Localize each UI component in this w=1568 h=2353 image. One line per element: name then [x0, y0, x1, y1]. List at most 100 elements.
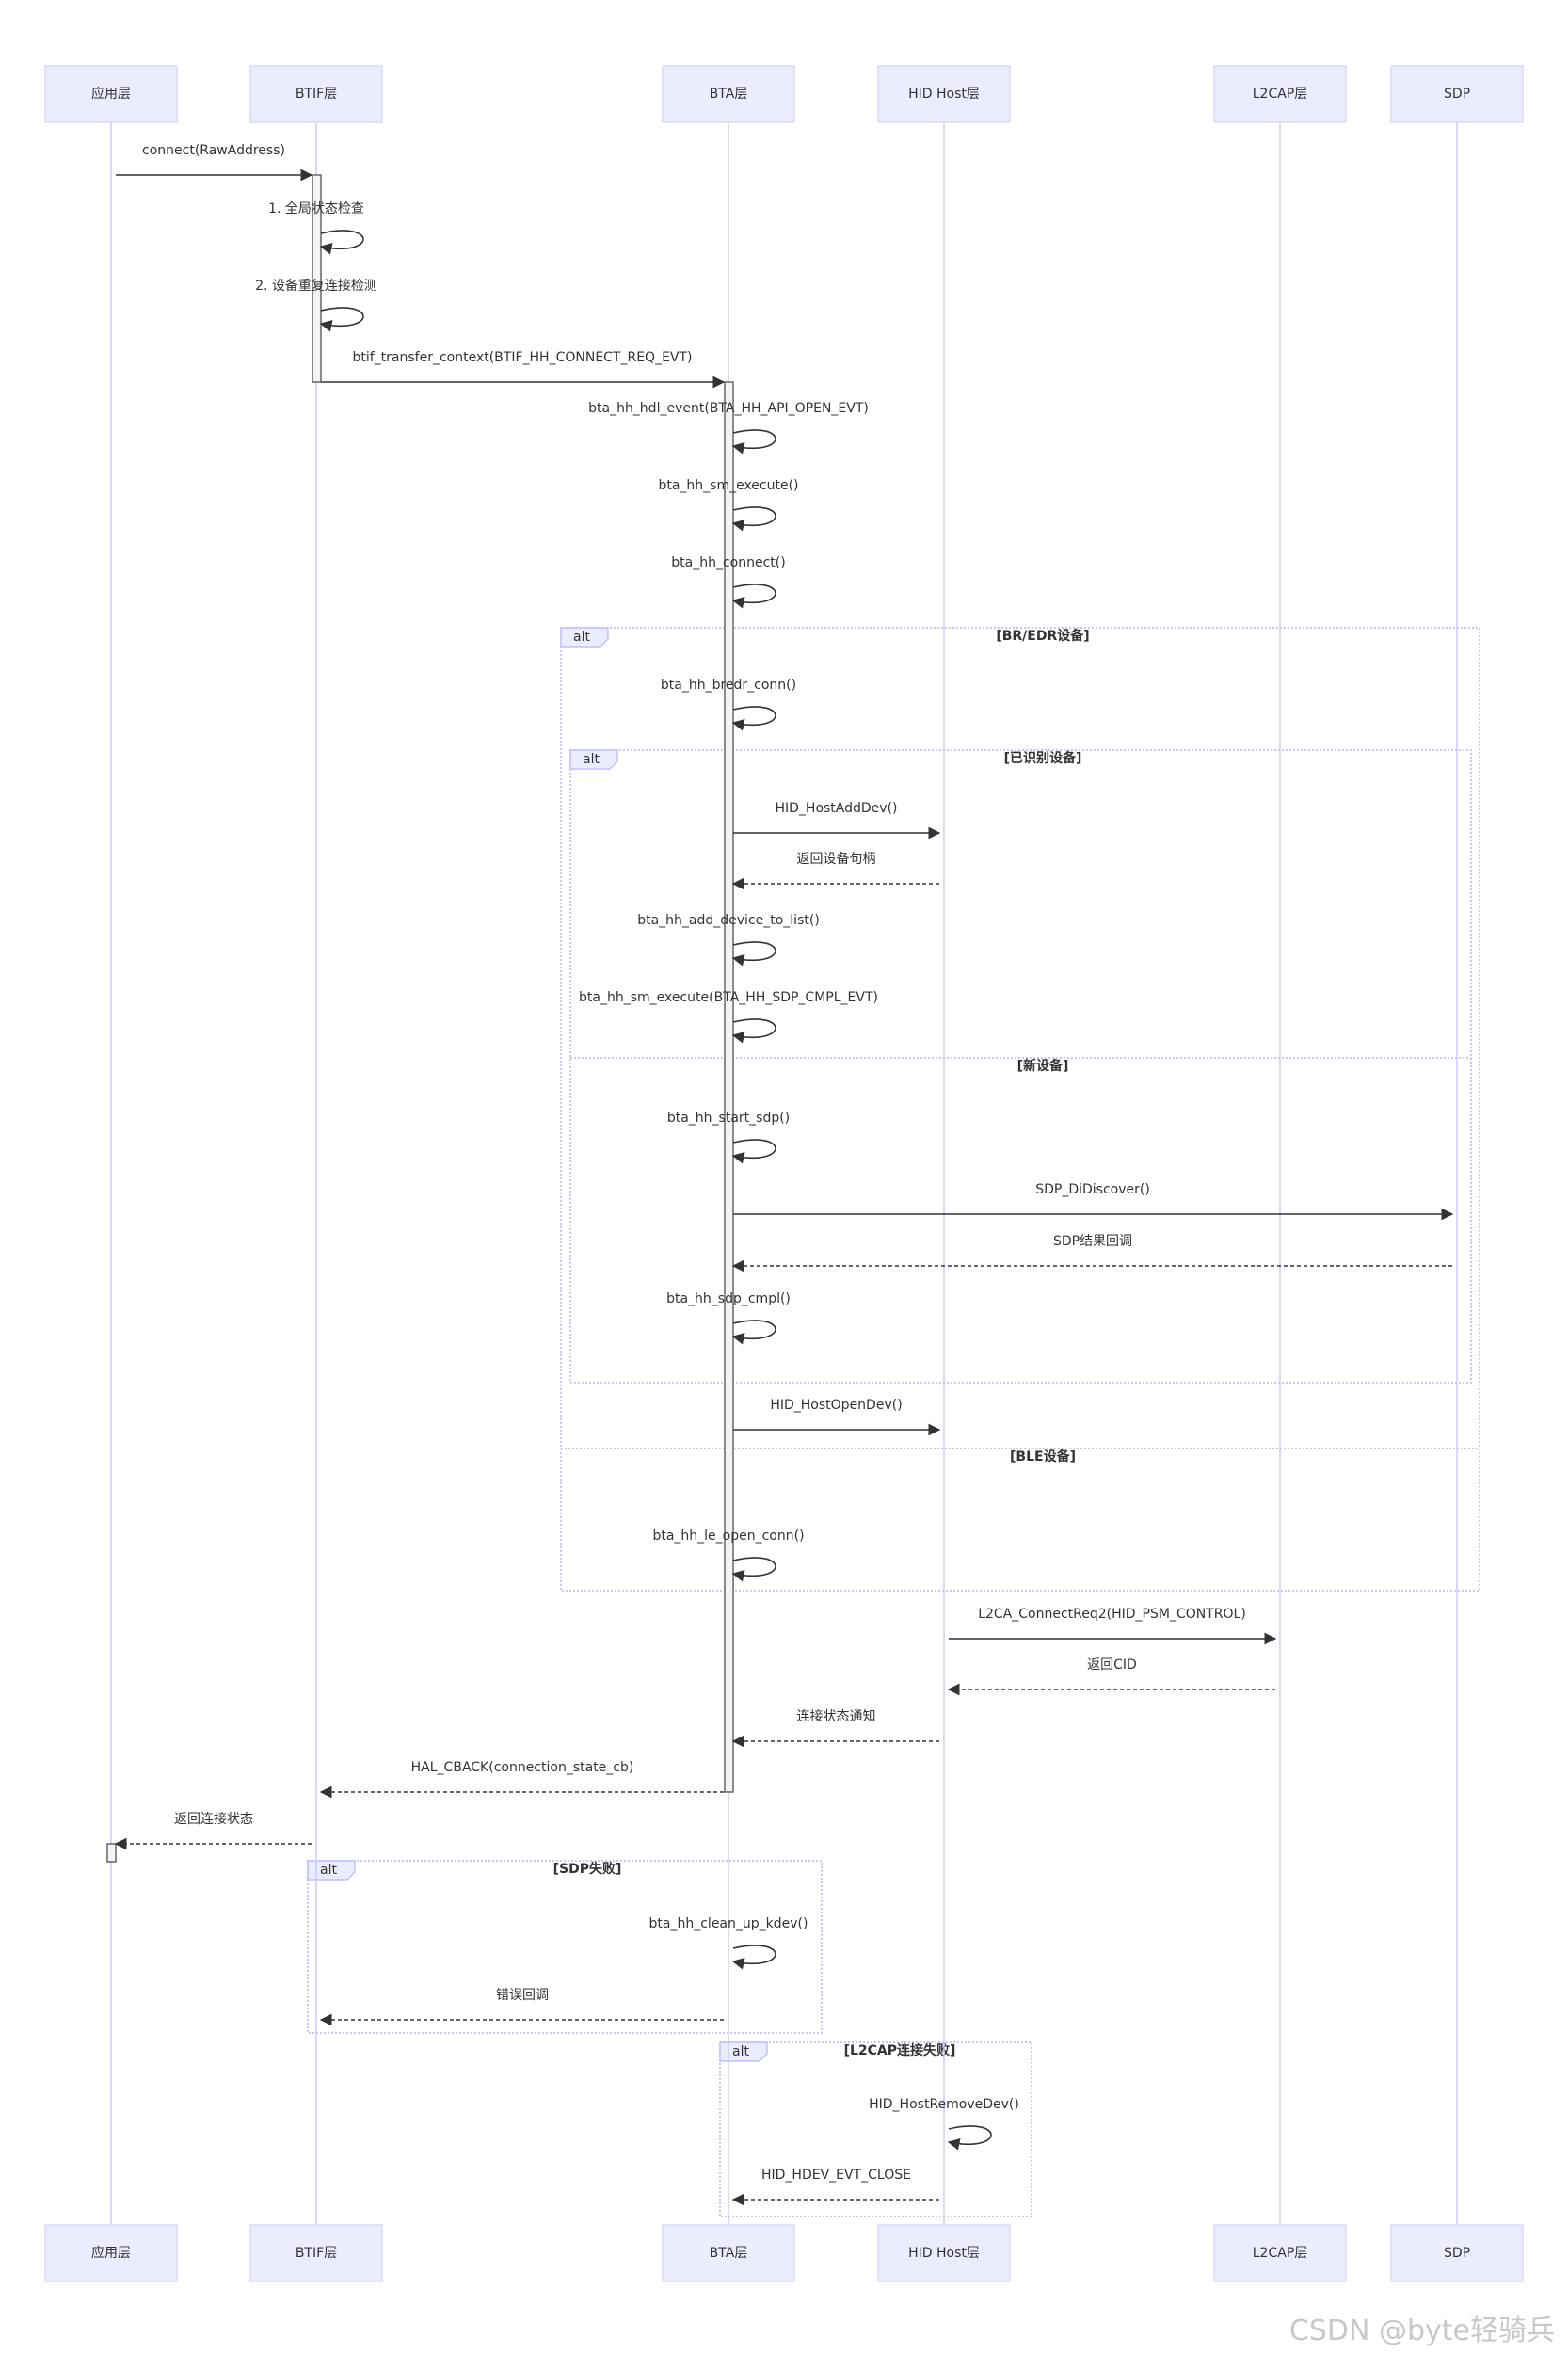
self-call-arrow	[731, 429, 776, 455]
message-20: 返回CID	[947, 1657, 1275, 1696]
self-call-arrow	[731, 941, 776, 967]
participant-box-l2cap-bottom	[1213, 2224, 1347, 2282]
message-22: HAL_CBACK(connection_state_cb)	[319, 1760, 724, 1799]
message-7: bta_hh_connect()	[671, 555, 786, 609]
message-label: bta_hh_sdp_cmpl()	[666, 1291, 791, 1306]
self-call-arrow	[731, 1139, 776, 1164]
alt-frame-border	[307, 1860, 823, 2034]
self-call-arrow	[319, 307, 364, 332]
message-13: bta_hh_start_sdp()	[667, 1111, 790, 1164]
participant-label-l2cap-top: L2CAP层	[1253, 87, 1308, 102]
participant-label-hid-top: HID Host层	[908, 87, 980, 102]
alt-frame-border	[560, 627, 1480, 1592]
message-label: bta_hh_sm_execute(BTA_HH_SDP_CMPL_EVT)	[579, 990, 878, 1005]
message-label: HID_HostAddDev()	[775, 801, 897, 816]
alt-condition: [新设备]	[1017, 1058, 1069, 1074]
message-12: bta_hh_sm_execute(BTA_HH_SDP_CMPL_EVT)	[579, 990, 878, 1044]
message-5: bta_hh_hdl_event(BTA_HH_API_OPEN_EVT)	[588, 401, 869, 455]
message-24: bta_hh_clean_up_kdev()	[649, 1916, 808, 1970]
message-1: connect(RawAddress)	[116, 143, 313, 182]
message-label: 返回设备句柄	[797, 851, 876, 867]
self-call-arrow	[731, 1018, 776, 1044]
alt-type-label: alt	[320, 1863, 337, 1878]
alt-tag	[560, 627, 609, 648]
message-label: HID_HostRemoveDev()	[869, 2097, 1019, 2112]
message-14: SDP_DiDiscover()	[733, 1182, 1454, 1221]
message-label: bta_hh_le_open_conn()	[652, 1529, 804, 1544]
message-label: SDP_DiDiscover()	[1035, 1182, 1150, 1197]
message-15: SDP结果回调	[731, 1234, 1452, 1273]
participant-label-btif-top: BTIF层	[296, 87, 337, 102]
message-label: SDP结果回调	[1053, 1234, 1132, 1249]
participant-label-app-top: 应用层	[91, 86, 131, 102]
participant-box-btif-bottom	[249, 2224, 383, 2282]
message-label: 连接状态通知	[797, 1708, 876, 1724]
self-call-arrow	[731, 1945, 776, 1970]
message-label: 1. 全局状态检查	[268, 200, 364, 216]
message-label: 错误回调	[496, 1988, 549, 2003]
participant-box-l2cap-top	[1213, 65, 1347, 123]
participant-label-sdp-top: SDP	[1444, 87, 1470, 102]
message-label: bta_hh_clean_up_kdev()	[649, 1916, 808, 1931]
self-call-arrow	[731, 506, 776, 532]
self-call-arrow	[319, 230, 364, 255]
participant-label-app-bottom: 应用层	[91, 2245, 131, 2261]
participant-label-bta-bottom: BTA层	[710, 2246, 748, 2261]
message-label: bta_hh_add_device_to_list()	[637, 913, 820, 928]
activation-bar-btif	[312, 174, 322, 383]
message-label: HAL_CBACK(connection_state_cb)	[411, 1760, 634, 1775]
alt-fragment-3: alt [SDP失败]	[307, 1860, 823, 2034]
alt-condition: [已识别设备]	[1004, 750, 1082, 766]
participant-label-bta-top: BTA层	[710, 87, 748, 102]
participant-box-bta-bottom	[662, 2224, 795, 2282]
alt-fragment-1: alt [BR/EDR设备] [BLE设备]	[560, 627, 1480, 1592]
participant-box-bta-top	[662, 65, 795, 123]
alt-frame-border	[569, 749, 1472, 1384]
message-label: btif_transfer_context(BTIF_HH_CONNECT_RE…	[352, 350, 692, 365]
participant-box-sdp-bottom	[1390, 2224, 1524, 2282]
message-21: 连接状态通知	[731, 1708, 939, 1748]
activation-bar-app	[106, 1843, 117, 1863]
participant-box-hid-top	[877, 65, 1011, 123]
message-17: HID_HostOpenDev()	[733, 1398, 941, 1436]
message-18: bta_hh_le_open_conn()	[652, 1529, 805, 1582]
participant-box-btif-top	[249, 65, 383, 123]
participant-box-hid-bottom	[877, 2224, 1011, 2282]
alt-fragment-4: alt [L2CAP连接失败]	[719, 2041, 1032, 2217]
participant-box-app-top	[44, 65, 178, 123]
message-label: bta_hh_hdl_event(BTA_HH_API_OPEN_EVT)	[588, 401, 869, 416]
participant-label-hid-bottom: HID Host层	[908, 2246, 980, 2261]
alt-type-label: alt	[583, 752, 600, 767]
alt-condition: [BLE设备]	[1010, 1449, 1076, 1465]
message-2: 1. 全局状态检查	[268, 200, 364, 255]
self-call-arrow	[731, 706, 776, 731]
alt-type-label: alt	[573, 630, 590, 645]
message-label: L2CA_ConnectReq2(HID_PSM_CONTROL)	[978, 1607, 1246, 1622]
activation-bar-bta	[724, 381, 734, 1793]
message-26: HID_HostRemoveDev()	[869, 2097, 1019, 2151]
message-label: 返回CID	[1087, 1657, 1137, 1673]
alt-type-label: alt	[732, 2044, 749, 2059]
alt-tag	[307, 1860, 356, 1881]
message-3: 2. 设备重复连接检测	[255, 278, 377, 332]
message-label: bta_hh_bredr_conn()	[661, 678, 796, 693]
alt-frame-border	[719, 2041, 1032, 2217]
alt-fragment-2: alt [已识别设备] [新设备]	[569, 749, 1472, 1384]
message-11: bta_hh_add_device_to_list()	[637, 913, 820, 967]
alt-tag	[569, 749, 618, 770]
participant-box-sdp-top	[1390, 65, 1524, 123]
message-27: HID_HDEV_EVT_CLOSE	[731, 2168, 939, 2206]
message-label: 返回连接状态	[174, 1811, 253, 1827]
self-call-arrow	[731, 584, 776, 609]
watermark-text: CSDN @byte轻骑兵	[1289, 2314, 1555, 2347]
message-label: bta_hh_connect()	[671, 555, 785, 570]
message-label: HID_HDEV_EVT_CLOSE	[761, 2168, 911, 2183]
message-8: bta_hh_bredr_conn()	[661, 678, 796, 731]
message-16: bta_hh_sdp_cmpl()	[666, 1291, 791, 1345]
self-call-arrow	[731, 1557, 776, 1582]
alt-condition: [BR/EDR设备]	[996, 628, 1089, 644]
message-25: 错误回调	[319, 1988, 724, 2026]
alt-condition: [L2CAP连接失败]	[844, 2042, 956, 2058]
message-label: bta_hh_start_sdp()	[667, 1111, 790, 1126]
message-4: btif_transfer_context(BTIF_HH_CONNECT_RE…	[321, 350, 726, 389]
